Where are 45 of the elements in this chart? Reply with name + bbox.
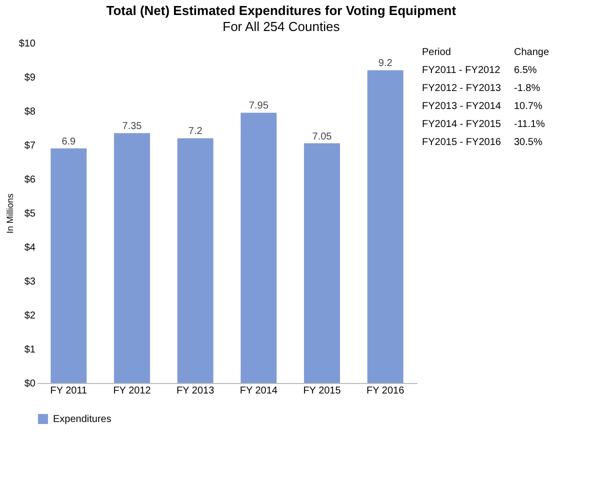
bar xyxy=(304,143,340,383)
y-tick-label: $3 xyxy=(24,276,36,288)
y-tick-label: $4 xyxy=(24,242,36,254)
x-tick-label: FY 2011 xyxy=(50,386,88,396)
data-label: 9.2 xyxy=(378,58,393,70)
bar xyxy=(177,138,214,383)
text: Change xyxy=(514,47,550,58)
y-tick-label: $10 xyxy=(18,38,36,50)
text: Period xyxy=(422,47,451,58)
data-label: 7.95 xyxy=(248,100,269,112)
y-axis-title: In Millions xyxy=(4,192,15,234)
text: FY2011 - FY2012 xyxy=(422,65,501,76)
data-label: 6.9 xyxy=(62,136,76,148)
bar xyxy=(240,112,277,383)
legend-label: Expenditures xyxy=(53,414,112,425)
text: FY2014 - FY2015 xyxy=(422,119,502,130)
data-label: 7.2 xyxy=(188,126,203,138)
data-label: 7.35 xyxy=(122,121,142,132)
y-tick-label: $6 xyxy=(24,174,36,186)
x-tick-label: FY 2016 xyxy=(366,386,405,396)
text: 30.5% xyxy=(514,137,542,148)
chart-subtitle: For All 254 Counties xyxy=(222,19,340,34)
y-tick-label: $2 xyxy=(24,310,36,322)
text: -1.8% xyxy=(514,83,540,94)
bar xyxy=(114,133,150,383)
bar xyxy=(367,70,404,383)
y-tick-label: $9 xyxy=(24,72,36,84)
x-tick-label: FY 2015 xyxy=(303,386,342,396)
x-tick-label: FY 2014 xyxy=(240,386,278,396)
text: FY2015 - FY2016 xyxy=(422,137,502,148)
y-tick-label: $8 xyxy=(24,106,36,118)
x-tick-label: FY 2012 xyxy=(113,386,152,396)
x-tick-label: FY 2013 xyxy=(176,386,215,396)
data-label: 7.05 xyxy=(312,131,332,142)
bar xyxy=(50,148,87,383)
chart-title: Total (Net) Estimated Expenditures for Voting Equipment xyxy=(106,3,457,18)
y-tick-label: $1 xyxy=(24,344,36,356)
text: 6.5% xyxy=(514,65,537,76)
text: FY2012 - FY2013 xyxy=(422,83,502,94)
text: -11.1% xyxy=(514,119,546,130)
y-tick-label: $7 xyxy=(24,140,36,152)
text: FY2013 - FY2014 xyxy=(422,101,502,112)
text: 10.7% xyxy=(514,101,542,112)
y-tick-label: $5 xyxy=(24,208,36,220)
y-tick-label: $0 xyxy=(24,378,36,390)
